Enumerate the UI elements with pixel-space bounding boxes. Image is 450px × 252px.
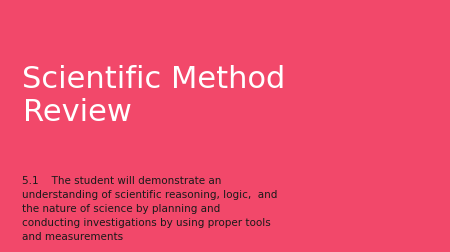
Text: 5.1    The student will demonstrate an
understanding of scientific reasoning, lo: 5.1 The student will demonstrate an unde… (22, 175, 278, 241)
Text: Scientific Method
Review: Scientific Method Review (22, 65, 286, 127)
